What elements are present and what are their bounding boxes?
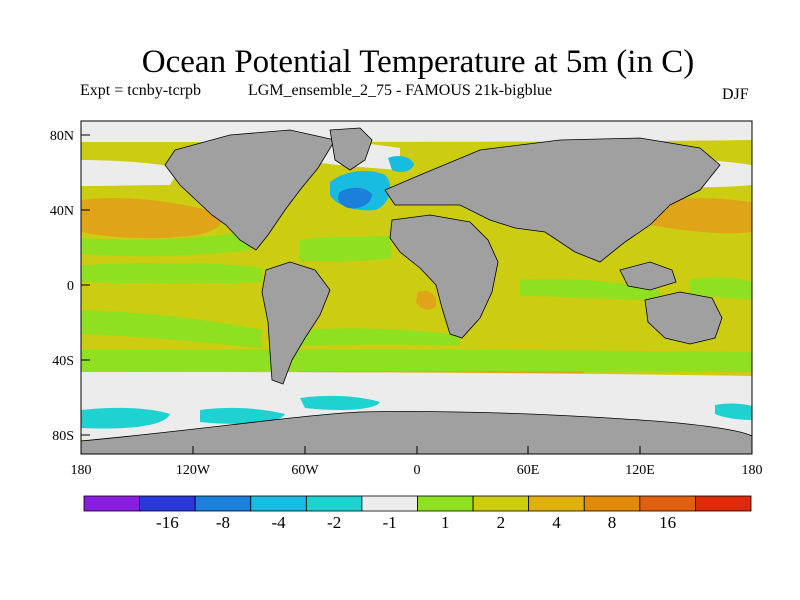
colorbar-swatch [639, 495, 696, 512]
colorbar-swatch [194, 495, 252, 512]
longitude-axis: 180 120W 60W 0 60E 120E 180 [71, 446, 763, 478]
north-pacific-warm-region [81, 198, 222, 239]
colorbar-swatch [83, 495, 140, 512]
south-america-landmass [261, 261, 331, 385]
east-antarctic-cold-patch [715, 403, 752, 420]
lon-tick-label: 180 [71, 463, 92, 478]
colorbar-label: -2 [327, 513, 341, 532]
colorbar-label: -8 [216, 513, 230, 532]
map-field [81, 121, 752, 454]
ross-sea-cold-patch [81, 407, 170, 429]
colorbar-label: 16 [659, 513, 676, 532]
lat-tick-label: 40S [52, 354, 74, 369]
experiment-label: Expt = tcnby-tcrpb [80, 82, 201, 99]
arctic-neutral-band [81, 121, 752, 142]
weddell-sea-cold-patch [300, 395, 380, 410]
tropical-atlantic-green-band [300, 236, 392, 262]
lat-tick-label: 40N [50, 204, 74, 219]
colorbar-swatch [305, 495, 363, 512]
colorbar: -16 -8 -4 -2 -1 1 2 4 8 16 [83, 495, 752, 532]
colorbar-swatch [583, 495, 641, 512]
lon-tick-label: 120W [176, 463, 211, 478]
greenland-landmass [329, 127, 373, 171]
bering-neutral-patch [81, 160, 180, 186]
land-masses [81, 127, 752, 454]
lon-tick-label: 0 [414, 463, 421, 478]
lat-tick-label: 80N [50, 129, 74, 144]
colorbar-swatch [472, 495, 530, 512]
amundsen-sea-cold-patch [200, 407, 285, 424]
lon-tick-label: 60E [517, 463, 540, 478]
lat-tick-label: 0 [67, 279, 74, 294]
eurasia-landmass [384, 137, 721, 263]
latitude-axis: 80N 40N 0 40S 80S [50, 129, 90, 444]
equatorial-pacific-green-band [81, 263, 262, 284]
west-pacific-green-band [690, 277, 752, 300]
lon-tick-label: 60W [291, 463, 319, 478]
south-atlantic-green-band [300, 328, 460, 346]
africa-landmass [389, 214, 499, 339]
lat-tick-label: 80S [52, 429, 74, 444]
colorbar-label: 1 [441, 513, 450, 532]
ensemble-label: LGM_ensemble_2_75 - FAMOUS 21k-bigblue [248, 82, 553, 99]
lon-tick-label: 120E [625, 463, 655, 478]
colorbar-swatch [417, 495, 474, 512]
colorbar-swatch [695, 495, 752, 512]
colorbar-label: 4 [552, 513, 561, 532]
cold-anomaly-regions [81, 156, 752, 429]
south-pacific-green-band [81, 310, 262, 348]
colorbar-swatch [361, 495, 418, 512]
indian-ocean-green-band [520, 278, 660, 300]
north-pacific-green-band [81, 232, 250, 257]
nordic-seas-cold-patch [388, 156, 414, 172]
season-label: DJF [722, 86, 749, 103]
north-america-landmass [164, 129, 336, 251]
australia-landmass [644, 291, 723, 345]
antarctica-landmass [81, 411, 752, 454]
mild-anomaly-regions [81, 232, 752, 372]
map-title: Ocean Potential Temperature at 5m (in C) [141, 44, 695, 80]
gulf-of-guinea-warm-patch [416, 290, 437, 310]
colorbar-label: 2 [497, 513, 506, 532]
colorbar-label: -4 [271, 513, 286, 532]
colorbar-swatch [250, 495, 307, 512]
colorbar-label: -16 [156, 513, 179, 532]
southern-ocean-green-band [81, 349, 752, 372]
colorbar-label: 8 [608, 513, 617, 532]
north-atlantic-cold-core [338, 187, 372, 209]
colorbar-swatch [528, 495, 585, 512]
colorbar-label: -1 [383, 513, 397, 532]
lon-tick-label: 180 [742, 463, 763, 478]
maritime-continent-landmass [619, 261, 677, 291]
colorbar-swatch [139, 495, 196, 512]
